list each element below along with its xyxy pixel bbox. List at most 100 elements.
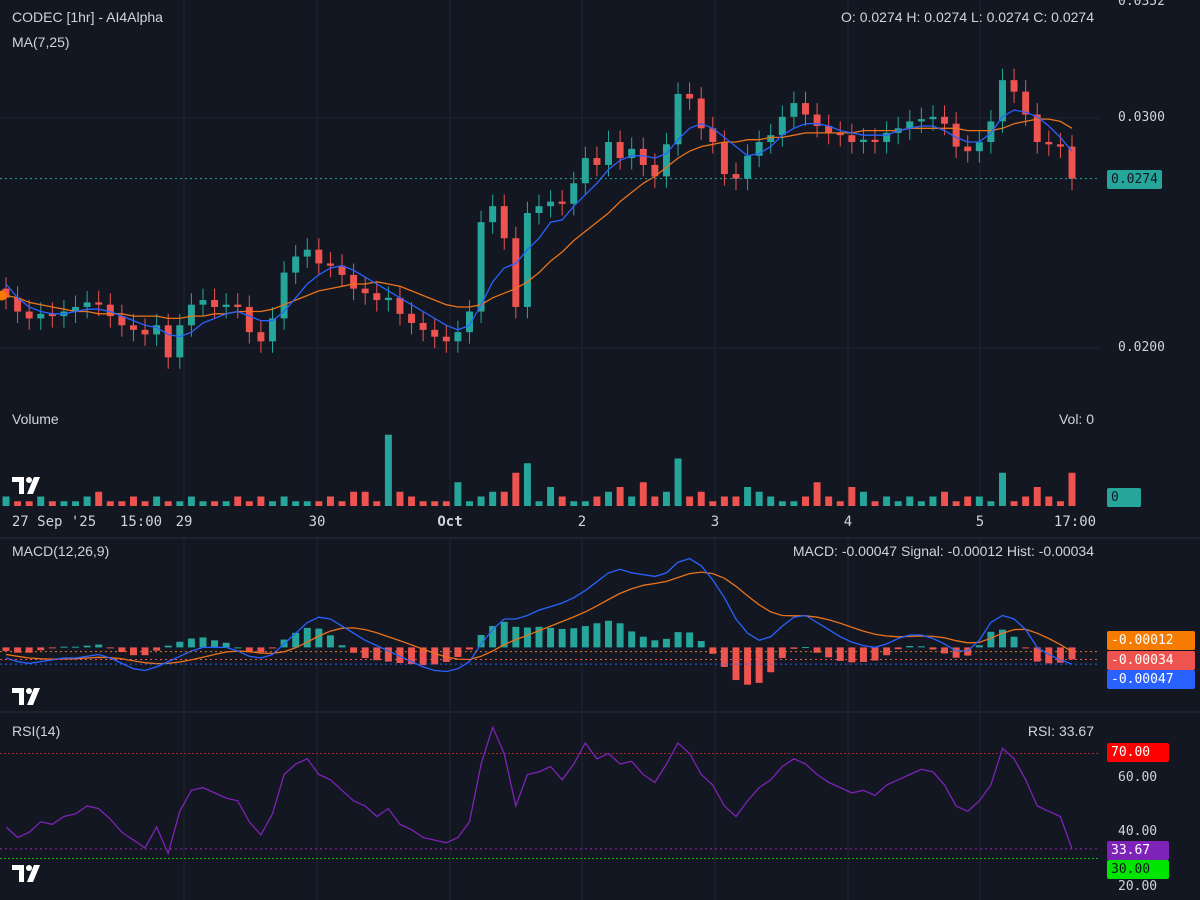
macd-histogram-bar (848, 647, 856, 663)
candle-body (153, 325, 161, 335)
candle-body (222, 304, 230, 307)
macd-histogram-bar (72, 646, 79, 648)
candle-body (454, 332, 462, 342)
volume-bar (639, 482, 647, 506)
macd-histogram-bar (941, 647, 949, 654)
volume-bar (790, 501, 798, 506)
macd-histogram-bar (408, 647, 416, 665)
candle-body (628, 148, 636, 159)
macd-histogram-bar (1022, 647, 1030, 649)
candle-body (500, 206, 508, 239)
volume-bar (605, 491, 612, 506)
macd-histogram-bar (523, 627, 531, 648)
candle-body (211, 300, 219, 307)
macd-histogram-bar (384, 647, 392, 662)
macd-histogram-bar (1033, 647, 1041, 662)
macd-histogram-bar (616, 623, 624, 648)
volume-bar (570, 501, 578, 506)
macd-histogram-bar (245, 647, 253, 653)
macd-histogram-bar (396, 647, 404, 664)
macd-histogram-bar (466, 647, 473, 650)
volume-bar (732, 496, 740, 506)
candle-body (570, 183, 578, 204)
macd-histogram-bar (720, 647, 728, 667)
rsi-tick-20: 20.00 (1118, 879, 1158, 894)
volume-bar (686, 496, 694, 506)
macd-histogram-bar (153, 647, 161, 651)
ma-legend: MA(7,25) (12, 34, 70, 50)
volume-bar (964, 496, 972, 506)
volume-bar (628, 496, 636, 506)
rsi-readout: RSI: 33.67 (1027, 723, 1094, 739)
candle-body (709, 128, 717, 143)
rsi-line (5, 725, 1073, 856)
macd-histogram-bar (83, 645, 91, 648)
macd-histogram-bar (1068, 647, 1076, 660)
candle-body (326, 263, 334, 266)
candle-body (361, 288, 369, 294)
time-label-9: 17:00 (1053, 514, 1097, 530)
time-label-2: 29 (175, 514, 193, 530)
macd-histogram-bar (292, 632, 300, 648)
macd-histogram-bar (662, 638, 670, 648)
macd-histogram-bar (95, 644, 103, 648)
candle-body (929, 116, 937, 120)
candle-body (466, 311, 473, 333)
candle-body (384, 297, 392, 301)
volume-title: Volume (12, 411, 59, 427)
candle-body (25, 311, 33, 319)
candle-body (269, 318, 276, 342)
volume-bar (975, 496, 983, 506)
macd-histogram-bar (199, 637, 207, 648)
candle-body (141, 329, 149, 335)
volume-bar (929, 496, 937, 506)
volume-bar (37, 496, 45, 506)
candle-body (720, 142, 728, 175)
candle-body (95, 302, 103, 305)
volume-bar (326, 496, 334, 506)
volume-bar (72, 501, 79, 506)
volume-bar (871, 501, 879, 506)
macd-line-tag: -0.00047 (1107, 670, 1195, 689)
candle-body (187, 304, 195, 326)
macd-histogram-bar (1045, 647, 1053, 664)
candle-body (1022, 91, 1030, 115)
candle-body (906, 121, 914, 129)
last-price-tag: 0.0274 (1107, 170, 1162, 189)
macd-histogram-bar (570, 628, 578, 648)
macd-histogram-bar (2, 647, 10, 651)
macd-histogram-bar (813, 647, 821, 653)
tradingview-logo-icon (12, 477, 40, 494)
candle-body (199, 300, 207, 305)
candle-body (848, 135, 856, 143)
candle-body (72, 306, 79, 312)
volume-bar (813, 482, 821, 506)
candle-body (662, 144, 670, 177)
ma25-line (5, 118, 1073, 320)
candle-body (987, 121, 995, 143)
macd-histogram-bar (639, 636, 647, 648)
candle-body (859, 139, 867, 143)
volume-bar (95, 491, 103, 506)
macd-signal-line (5, 571, 1073, 665)
volume-bar (859, 491, 867, 506)
time-label-7: 4 (843, 514, 853, 530)
macd-histogram-bar (581, 626, 589, 648)
volume-bar (500, 491, 508, 506)
volume-bar (431, 501, 439, 506)
candle-body (732, 174, 740, 179)
candle-body (778, 116, 786, 136)
volume-readout: Vol: 0 (1058, 411, 1094, 427)
candle-body (941, 116, 949, 124)
candle-body (523, 213, 531, 307)
macd-histogram-bar (373, 647, 381, 661)
candle-body (825, 125, 833, 133)
candle-body (744, 155, 752, 179)
volume-bar (1056, 501, 1064, 506)
macd-histogram-bar (952, 647, 960, 658)
volume-pane (2, 434, 1076, 506)
macd-histogram-bar (836, 647, 844, 661)
macd-histogram-bar (303, 627, 311, 648)
volume-bar (489, 491, 497, 506)
